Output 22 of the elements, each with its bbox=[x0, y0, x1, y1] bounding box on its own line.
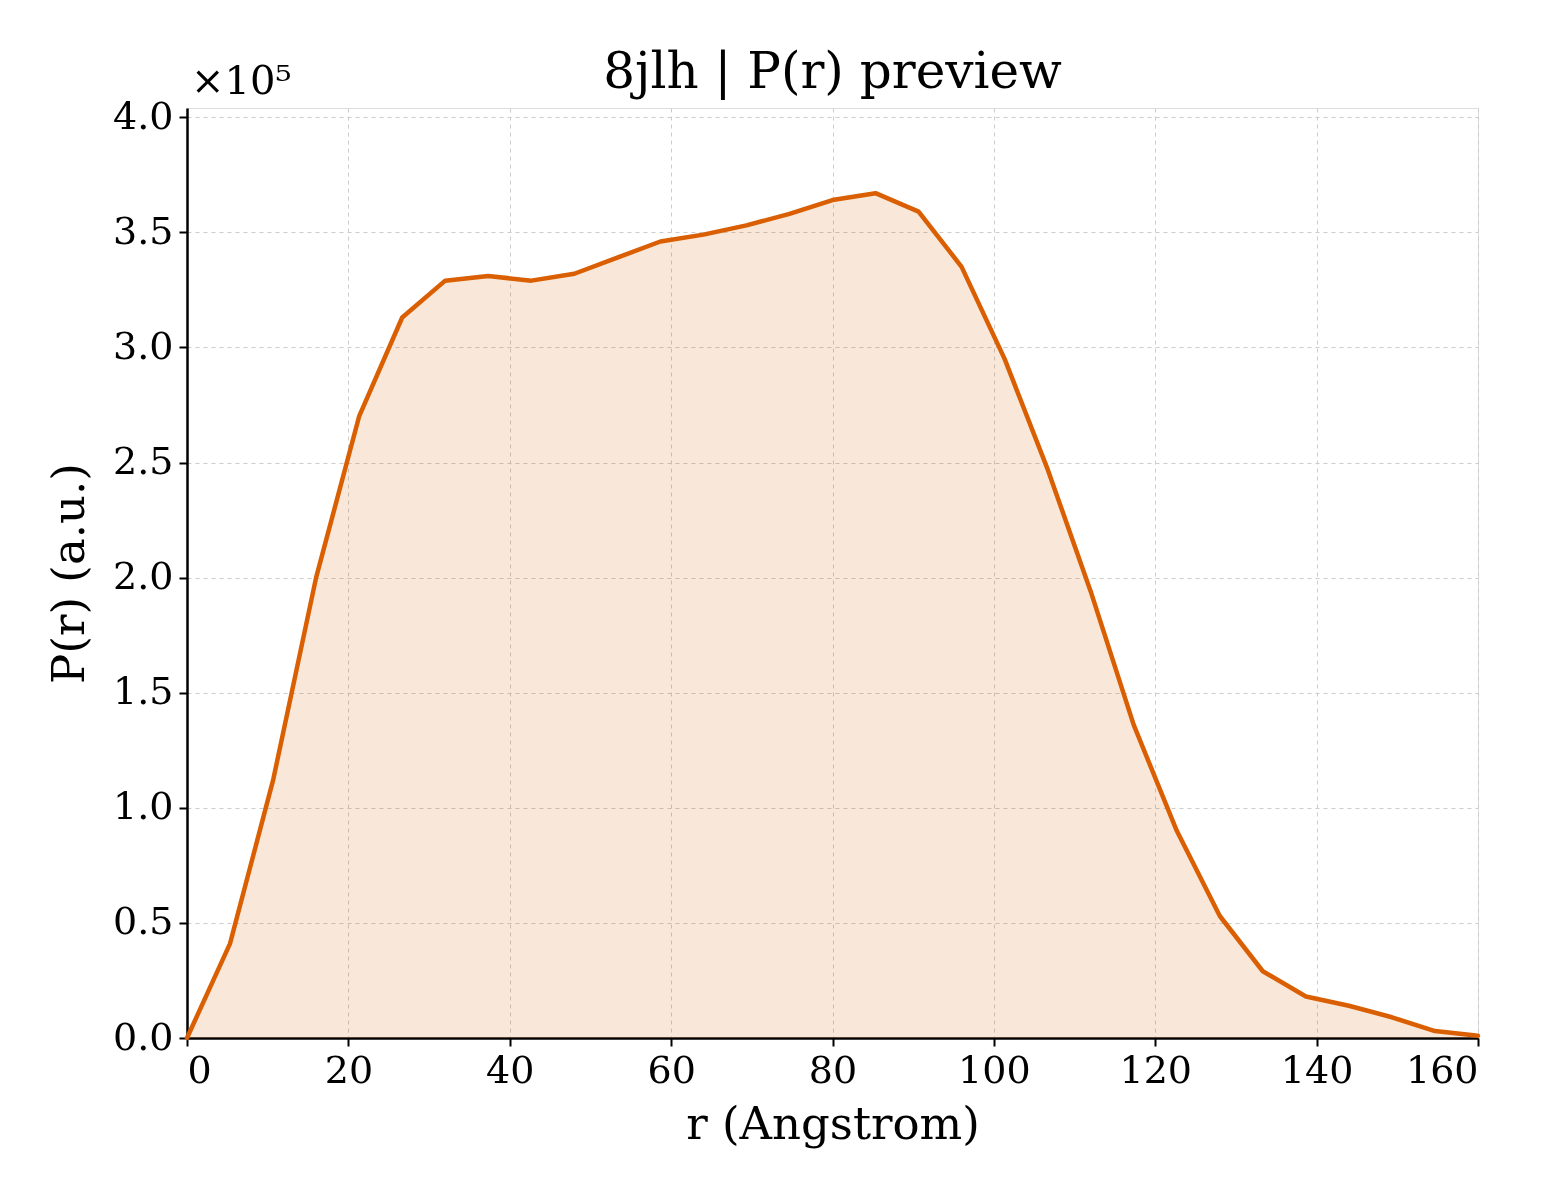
y-tick-label: 0.0 bbox=[113, 1014, 174, 1059]
y-tick-label: 2.5 bbox=[113, 439, 174, 483]
x-tick-label: 100 bbox=[958, 1047, 1031, 1092]
text: ×10⁵ bbox=[191, 57, 292, 103]
x-tick-label: 0 bbox=[187, 1047, 212, 1092]
y-tick-label: 2.0 bbox=[113, 554, 174, 599]
y-tick-label: 1.5 bbox=[113, 669, 174, 714]
x-tick-label: 80 bbox=[808, 1047, 858, 1092]
y-tick-label: 3.5 bbox=[113, 208, 174, 253]
x-tick-label: 40 bbox=[486, 1047, 535, 1092]
x-tick-label: 20 bbox=[324, 1047, 374, 1092]
chart-title: 8jlh | P(r) preview bbox=[603, 42, 1063, 100]
x-tick-label: 60 bbox=[647, 1047, 696, 1092]
y-tick-label: 4.0 bbox=[113, 93, 174, 138]
x-tick-label: 160 bbox=[1405, 1047, 1479, 1092]
y-tick-label: 0.5 bbox=[113, 899, 174, 944]
x-tick-label: 140 bbox=[1280, 1047, 1354, 1092]
x-tick-label: 120 bbox=[1119, 1047, 1193, 1092]
x-axis-title: r (Angstrom) bbox=[686, 1096, 980, 1150]
y-tick-label: 3.0 bbox=[113, 323, 174, 368]
y-axis-title: P(r) (a.u.) bbox=[42, 463, 96, 684]
y-tick-label: 1.0 bbox=[113, 784, 174, 829]
